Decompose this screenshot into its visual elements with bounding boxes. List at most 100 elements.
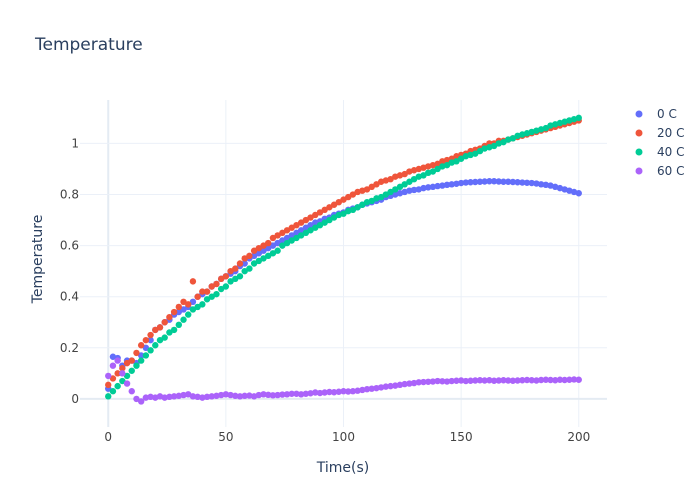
data-point-20-c <box>349 191 357 198</box>
data-point-0-c <box>265 244 272 252</box>
data-point-60-c <box>542 376 550 383</box>
data-point-60-c <box>528 377 535 384</box>
data-point-60-c <box>448 377 455 385</box>
legend-marker <box>635 148 643 156</box>
data-point-40-c <box>199 301 206 308</box>
data-point-60-c <box>406 380 413 387</box>
data-point-20-c <box>185 301 192 308</box>
data-point-60-c <box>203 393 211 401</box>
data-point-0-c <box>288 232 295 239</box>
legend-item[interactable]: 60 C <box>635 164 685 178</box>
data-point-40-c <box>213 290 220 298</box>
data-point-20-c <box>326 204 333 211</box>
data-point-60-c <box>222 391 230 398</box>
data-point-40-c <box>429 168 437 175</box>
data-point-40-c <box>359 201 366 208</box>
data-point-0-c <box>142 344 150 352</box>
data-point-0-c <box>528 179 535 187</box>
data-point-40-c <box>321 219 328 226</box>
data-point-20-c <box>283 227 291 234</box>
x-tick-label: 150 <box>450 430 473 444</box>
data-point-60-c <box>476 377 484 384</box>
data-point-0-c <box>453 180 460 187</box>
data-point-20-c <box>288 224 295 231</box>
data-point-20-c <box>236 260 244 267</box>
data-point-20-c <box>161 319 168 326</box>
y-tick-label: 1 <box>71 136 79 150</box>
data-point-20-c <box>133 349 140 357</box>
legend-marker <box>635 129 643 137</box>
data-point-60-c <box>439 378 446 385</box>
data-point-60-c <box>570 376 578 383</box>
legend[interactable]: 0 C 20 C 40 C 60 C <box>635 107 685 178</box>
data-point-40-c <box>382 191 390 198</box>
data-point-60-c <box>269 392 277 399</box>
data-point-60-c <box>335 388 342 395</box>
data-point-40-c <box>114 382 121 390</box>
data-point-40-c <box>133 362 140 369</box>
data-point-40-c <box>420 172 427 179</box>
data-point-0-c <box>486 178 493 185</box>
x-tick-label: 200 <box>567 430 590 444</box>
data-point-20-c <box>166 313 173 321</box>
data-point-20-c <box>401 170 408 178</box>
data-point-40-c <box>443 161 451 169</box>
data-point-40-c <box>152 342 159 349</box>
data-point-0-c <box>255 250 263 257</box>
data-point-40-c <box>396 183 404 191</box>
data-point-0-c <box>293 229 300 237</box>
data-point-60-c <box>561 376 568 384</box>
data-point-20-c <box>142 336 150 344</box>
data-point-20-c <box>246 252 253 260</box>
data-point-0-c <box>429 183 437 191</box>
data-point-60-c <box>241 392 248 400</box>
data-point-60-c <box>189 393 197 400</box>
legend-item[interactable]: 0 C <box>635 107 677 121</box>
data-point-20-c <box>114 370 121 377</box>
legend-item[interactable]: 40 C <box>635 145 685 159</box>
data-point-60-c <box>429 378 437 385</box>
data-point-40-c <box>236 273 244 280</box>
data-point-60-c <box>490 377 498 384</box>
legend-item[interactable]: 20 C <box>635 126 685 140</box>
data-point-40-c <box>368 197 375 205</box>
data-point-40-c <box>288 237 295 244</box>
data-point-0-c <box>279 237 286 244</box>
data-point-40-c <box>119 377 126 385</box>
data-point-40-c <box>250 260 258 267</box>
data-point-20-c <box>335 198 342 206</box>
data-point-40-c <box>175 321 183 329</box>
data-point-40-c <box>410 175 418 183</box>
data-point-0-c <box>575 190 582 197</box>
data-point-60-c <box>227 391 234 399</box>
data-point-20-c <box>250 247 258 254</box>
data-point-60-c <box>495 377 502 384</box>
data-point-40-c <box>307 227 314 234</box>
data-point-0-c <box>302 224 310 231</box>
data-point-60-c <box>114 357 121 364</box>
data-point-60-c <box>232 392 239 400</box>
data-point-40-c <box>255 257 263 265</box>
data-point-40-c <box>265 252 272 260</box>
data-point-40-c <box>575 114 582 122</box>
data-point-60-c <box>382 383 390 390</box>
data-point-40-c <box>241 267 248 275</box>
data-point-60-c <box>255 391 263 399</box>
data-point-60-c <box>236 393 244 400</box>
data-point-60-c <box>547 376 554 384</box>
data-point-0-c <box>147 336 154 344</box>
data-point-40-c <box>142 352 150 359</box>
data-point-60-c <box>424 378 432 385</box>
data-point-20-c <box>170 308 178 316</box>
data-point-60-c <box>137 398 145 405</box>
data-point-40-c <box>232 275 239 283</box>
data-point-60-c <box>504 377 512 384</box>
data-point-60-c <box>514 377 521 384</box>
data-point-40-c <box>156 336 164 344</box>
data-point-0-c <box>542 181 550 189</box>
data-point-40-c <box>406 178 413 185</box>
data-point-40-c <box>222 283 230 290</box>
data-point-60-c <box>288 390 295 397</box>
data-point-40-c <box>326 216 333 224</box>
data-point-0-c <box>467 179 474 186</box>
